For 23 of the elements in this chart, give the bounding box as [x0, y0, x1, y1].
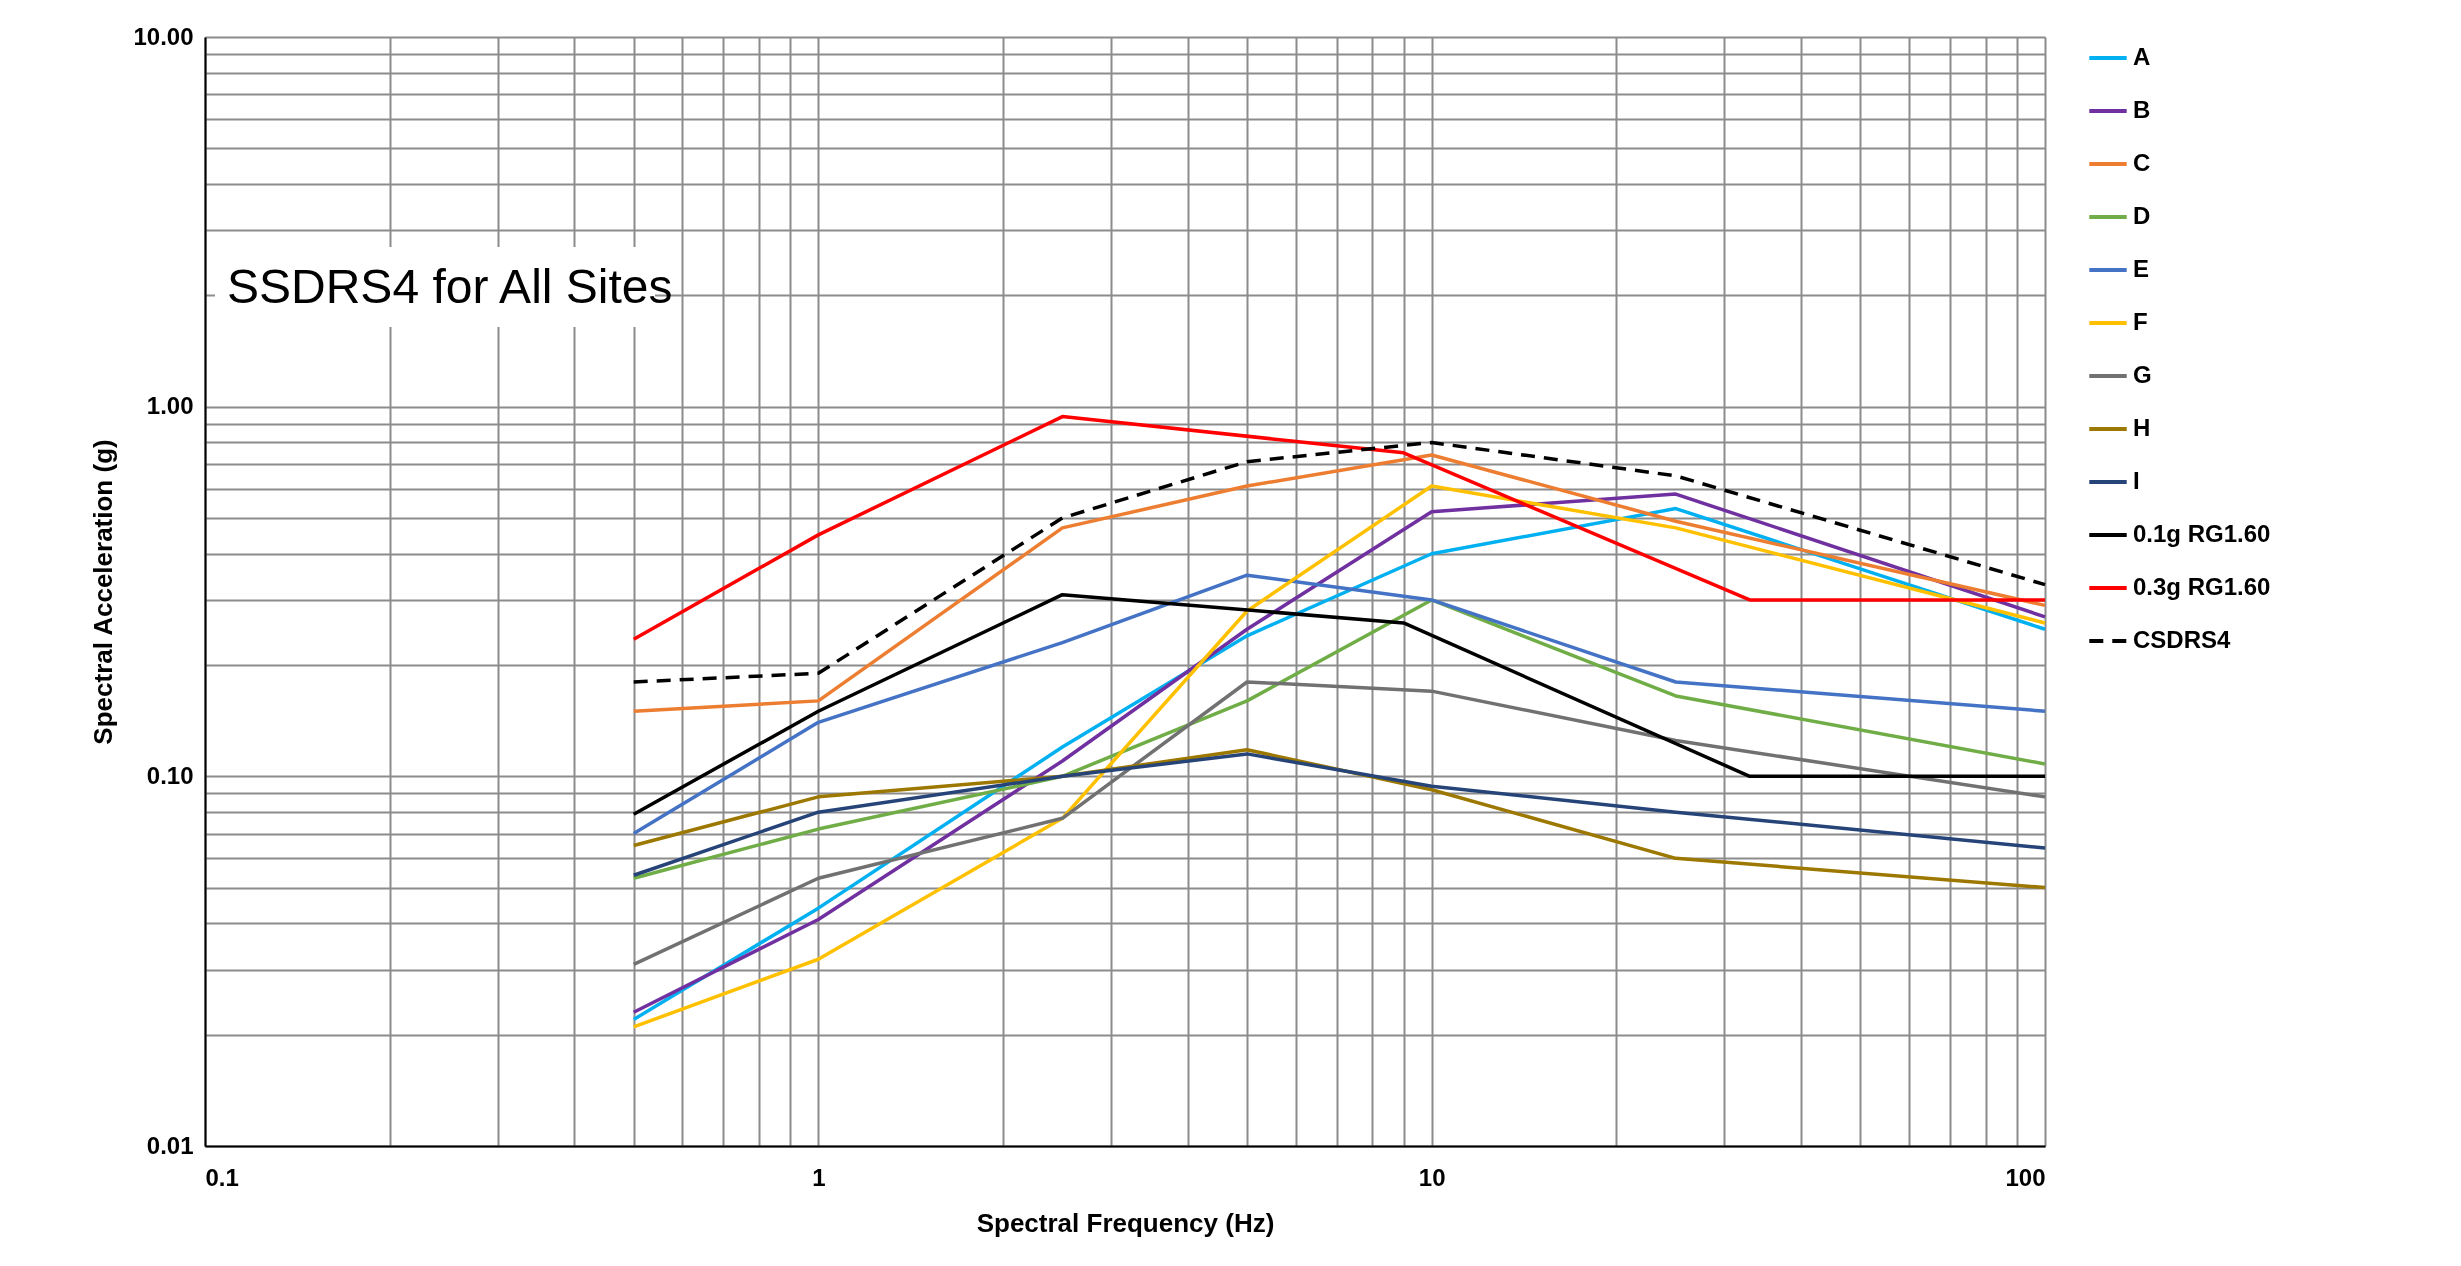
legend-label: I [2133, 467, 2140, 494]
y-tick-label: 10.00 [133, 22, 194, 50]
legend-label: B [2133, 96, 2151, 123]
legend-label: D [2133, 202, 2151, 229]
legend-label: A [2133, 43, 2151, 70]
legend-label: 0.3g RG1.60 [2133, 573, 2271, 600]
x-axis-title: Spectral Frequency (Hz) [976, 1207, 1275, 1238]
legend-label: G [2133, 361, 2152, 388]
x-tick-label: 0.1 [205, 1163, 239, 1191]
x-tick-label: 1 [812, 1163, 826, 1191]
text: SSDRS4 for All Sites [227, 260, 673, 313]
legend-label: F [2133, 308, 2148, 335]
legend-label: H [2133, 414, 2151, 441]
y-tick-label: 0.10 [146, 761, 194, 789]
legend-label: E [2133, 255, 2150, 282]
legend-label: C [2133, 149, 2151, 176]
x-tick-label: 10 [1418, 1163, 1446, 1191]
y-tick-label: 1.00 [146, 392, 194, 420]
y-axis-title: Spectral Acceleration (g) [88, 439, 119, 745]
x-tick-label: 100 [2005, 1163, 2046, 1191]
legend-label: CSDRS4 [2133, 626, 2232, 653]
legend-label: 0.1g RG1.60 [2133, 520, 2271, 547]
y-tick-label: 0.01 [146, 1131, 194, 1159]
